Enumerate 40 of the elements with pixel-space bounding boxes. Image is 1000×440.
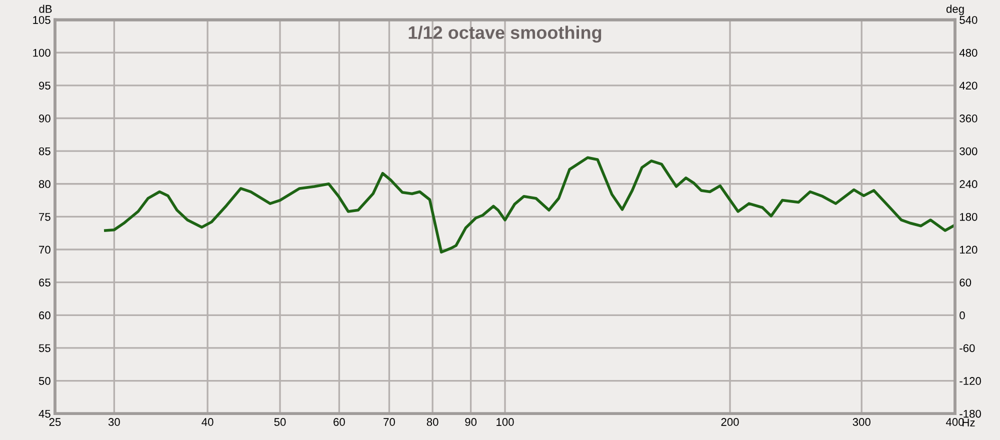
y-tick-label: 55 xyxy=(38,344,50,352)
x-tick-label: 60 xyxy=(334,418,345,426)
y2-tick-label: 120 xyxy=(960,246,978,254)
y2-tick-label: -60 xyxy=(960,344,975,352)
y-tick-label: 75 xyxy=(39,213,50,221)
chart-title: 1/12 octave smoothing xyxy=(408,26,602,43)
y2-tick-label: 540 xyxy=(960,16,978,24)
y-tick-label: 60 xyxy=(39,311,50,320)
y2-axis-title: deg xyxy=(946,4,964,16)
x-tick-label: 100 xyxy=(496,418,514,426)
x-tick-label: 50 xyxy=(274,418,286,426)
y-tick-label: 90 xyxy=(38,114,50,122)
x-tick-label: 90 xyxy=(465,418,477,426)
x-tick-label: 25 xyxy=(49,418,61,426)
x-tick-label: 300 xyxy=(852,418,870,426)
y2-tick-label: 180 xyxy=(960,212,978,221)
y-tick-label: 65 xyxy=(39,278,50,286)
y-tick-label: 70 xyxy=(39,246,50,254)
y2-tick-label: -180 xyxy=(960,410,981,418)
y-axis-title: dB xyxy=(39,4,52,13)
y2-tick-label: 0 xyxy=(960,311,965,320)
y-tick-label: 85 xyxy=(38,147,50,156)
y2-tick-label: 240 xyxy=(960,180,978,188)
x-tick-label: 80 xyxy=(426,418,438,426)
y2-tick-label: 300 xyxy=(960,147,978,156)
y2-tick-label: 60 xyxy=(960,278,972,286)
x-tick-label: 70 xyxy=(384,418,395,426)
y2-tick-label: 420 xyxy=(959,82,978,90)
y-tick-label: 95 xyxy=(38,82,50,90)
y2-tick-label: -120 xyxy=(960,377,981,385)
y-tick-label: 105 xyxy=(33,16,50,24)
y2-tick-label: 480 xyxy=(959,48,978,57)
x-tick-label: 30 xyxy=(108,418,120,426)
y-tick-label: 80 xyxy=(38,180,50,188)
y-tick-label: 50 xyxy=(38,377,50,385)
y-tick-label: 100 xyxy=(33,48,50,57)
x-tick-label: 200 xyxy=(721,418,739,426)
x-tick-label: 40 xyxy=(202,418,214,426)
y2-tick-label: 360 xyxy=(960,114,978,122)
y-tick-label: 45 xyxy=(38,410,50,418)
